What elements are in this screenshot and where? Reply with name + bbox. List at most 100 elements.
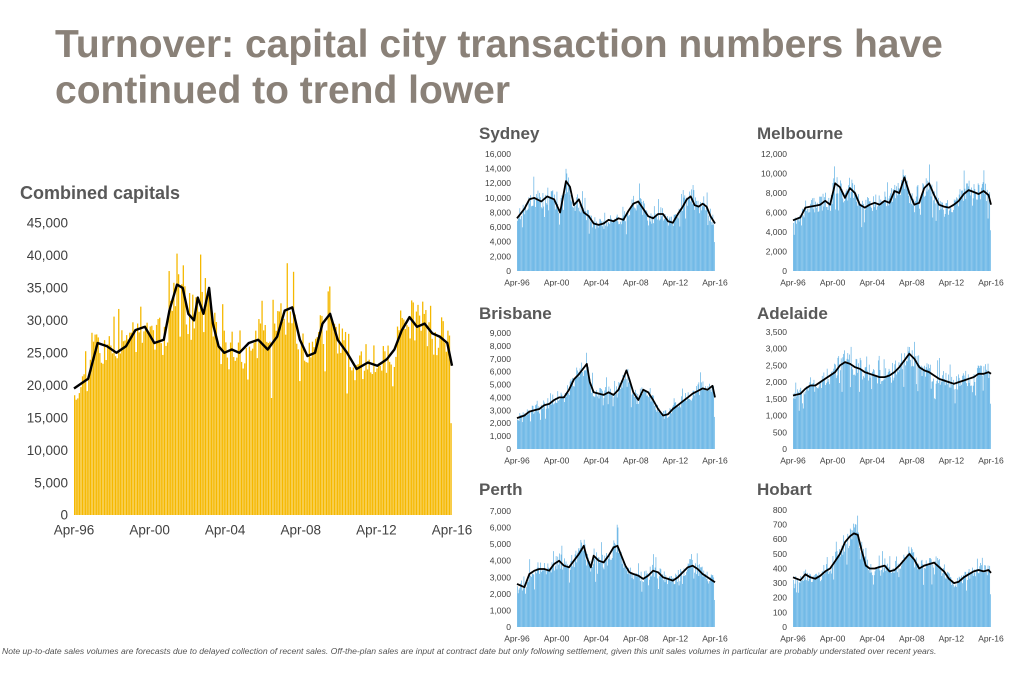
sales-bar [554,209,556,271]
sales-bar [889,370,891,449]
sales-bar [518,218,520,271]
sales-bar [133,332,136,515]
sales-bar [955,584,957,627]
sales-bar [872,575,873,627]
sales-bar [988,570,990,627]
sales-bar [936,380,938,449]
sales-bar [872,371,873,449]
sales-bar [794,398,796,449]
sales-bar [931,184,933,271]
sales-bar [681,193,682,271]
sales-bar [647,573,649,627]
sales-bar [953,584,954,627]
sales-bar [656,216,658,271]
sales-bar [522,588,524,627]
y-tick-label: 12,000 [485,178,511,188]
sales-bar [662,413,663,449]
sales-bar [986,575,988,627]
sales-bar [920,365,922,449]
sales-bar [604,390,606,449]
sales-bar [525,415,526,449]
sales-bar [610,388,611,449]
sydney-chart: Sydney02,0004,0006,0008,00010,00012,0001… [479,124,728,288]
sales-bar [958,374,959,449]
sales-bar [682,583,683,627]
sales-bar [948,387,950,449]
x-tick-label: Apr-96 [54,523,95,538]
sales-bar [667,216,668,271]
sales-bar [986,373,988,449]
sales-bar [824,197,826,271]
sales-bar [535,194,537,271]
sales-bar [812,383,814,449]
sales-bar [986,189,988,271]
sales-bar [594,558,596,627]
sales-bar [827,209,829,271]
sales-bar [686,400,687,449]
sales-bar [847,533,849,627]
sales-bar [851,366,853,449]
sales-bar [602,221,604,271]
sales-bar [948,210,950,271]
sales-bar [575,205,577,271]
x-tick-label: Apr-08 [899,634,925,644]
sales-bar [587,364,588,449]
sales-bar [616,216,617,271]
sales-bar [711,385,713,449]
sales-bar [256,358,258,515]
sales-bar [675,214,677,271]
sales-bar [125,335,128,515]
sales-bar [990,230,991,271]
y-tick-label: 20,000 [27,378,68,393]
sales-bar [868,364,870,449]
sales-bar [943,216,945,271]
sales-bar [613,540,615,627]
sales-bar [882,572,884,627]
sales-bar [536,400,538,449]
sales-bar [592,566,593,627]
sales-bar [954,586,956,627]
sales-bar [806,386,807,449]
sales-bar [810,203,812,271]
sales-bar [934,561,936,627]
sales-bar [541,568,543,627]
sales-bar [648,225,649,271]
sales-bar [906,361,908,449]
sales-bar [517,593,519,627]
sales-bar [950,387,952,449]
sales-bar [649,391,650,449]
adelaide-chart: Adelaide05001,0001,5002,0002,5003,0003,5… [757,304,1004,466]
sales-bar [348,333,350,515]
sales-bar [124,340,126,515]
sales-bar [958,576,960,627]
sales-bar [86,391,88,515]
sales-bar [568,184,570,271]
sales-bar [81,376,84,515]
sales-bar [679,404,681,449]
sales-bar [710,222,712,271]
sales-bar [811,581,812,627]
sales-bar [954,200,956,271]
sales-bar [838,210,840,271]
sales-bar [556,402,558,449]
sales-bar [543,400,545,449]
sales-bar [619,550,620,627]
sales-bar [672,406,673,449]
sales-bar [545,574,547,627]
sales-bar [591,392,592,449]
sales-bar [981,557,983,627]
sales-bar [552,190,554,271]
y-tick-label: 5,000 [34,475,68,490]
sales-bar [559,568,561,627]
sales-bar [868,570,869,627]
sales-bar [627,368,629,449]
sales-bar [939,357,940,449]
sales-bar [530,421,531,449]
sales-bar [564,393,566,449]
sales-bar [639,396,640,449]
sales-bar [713,577,715,627]
sales-bar [969,189,971,271]
sales-bar [522,412,524,449]
sales-bar [673,584,675,627]
